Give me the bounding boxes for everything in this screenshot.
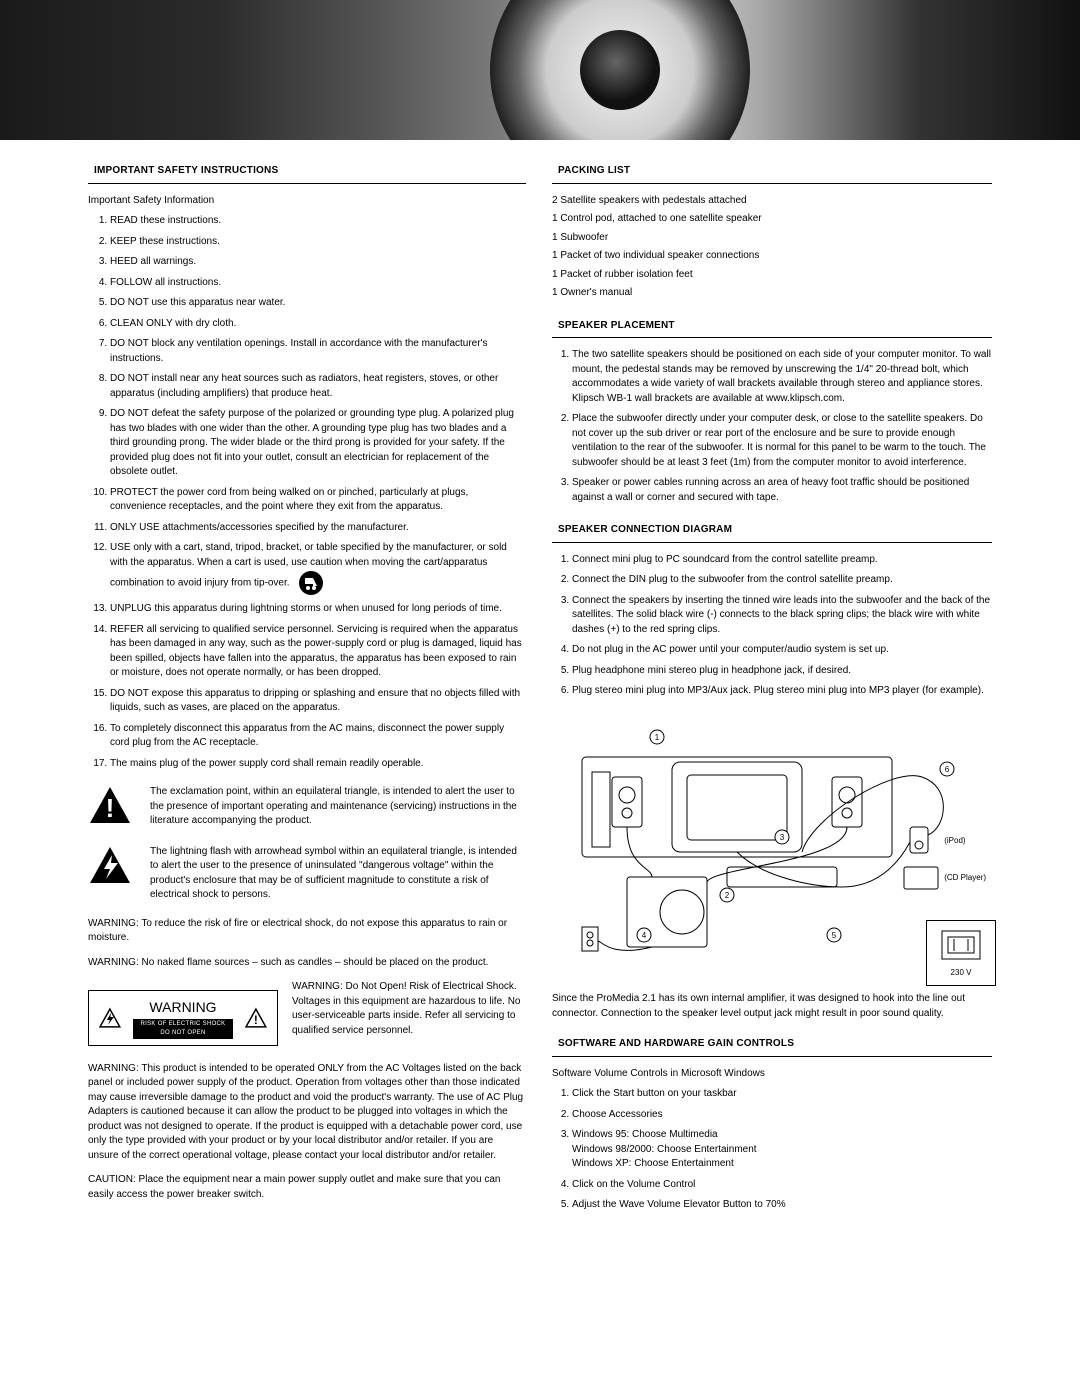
packing-list-item: 1 Control pod, attached to one satellite… [552,212,992,227]
diagram-side-labels: (iPod) (CD Player) [944,835,986,910]
bolt-triangle-icon-small [99,1004,121,1032]
gain-list-item: Choose Accessories [572,1108,992,1123]
exclaim-triangle-icon-small: ! [245,1004,267,1032]
hero-image [0,0,1080,140]
page-body: IMPORTANT SAFETY INSTRUCTIONS Important … [0,140,1080,1259]
warn-flame: WARNING: No naked flame sources – such a… [88,956,526,971]
connection-list-item: Plug stereo mini plug into MP3/Aux jack.… [572,684,992,699]
safety-list-item: USE only with a cart, stand, tripod, bra… [110,541,526,596]
svg-text:6: 6 [945,765,950,774]
warning-plate-sub: RISK OF ELECTRIC SHOCK DO NOT OPEN [133,1019,233,1038]
left-column: IMPORTANT SAFETY INSTRUCTIONS Important … [88,156,526,1219]
svg-text:!: ! [254,1013,258,1027]
svg-text:4: 4 [642,931,647,940]
safety-list-item: CLEAN ONLY with dry cloth. [110,317,526,332]
safety-list-item: FOLLOW all instructions. [110,276,526,291]
diagram-note: Since the ProMedia 2.1 has its own inter… [552,992,992,1021]
safety-heading: IMPORTANT SAFETY INSTRUCTIONS [88,162,526,184]
safety-list-item: HEED all warnings. [110,255,526,270]
placement-heading: SPEAKER PLACEMENT [552,317,992,339]
cart-tip-icon [298,570,324,596]
connection-diagram: 1 6 3 2 4 5 (iPod) (CD Player) 230 V [552,717,992,983]
safety-list-item: The mains plug of the power supply cord … [110,757,526,772]
safety-intro: Important Safety Information [88,194,526,209]
connection-heading: SPEAKER CONNECTION DIAGRAM [552,521,992,543]
connection-list-item: Plug headphone mini stereo plug in headp… [572,664,992,679]
gain-list-item: Adjust the Wave Volume Elevator Button t… [572,1198,992,1213]
svg-text:5: 5 [832,931,837,940]
warn-rain: WARNING: To reduce the risk of fire or e… [88,917,526,946]
connection-list-item: Do not plug in the AC power until your c… [572,643,992,658]
safety-list-item: To completely disconnect this apparatus … [110,722,526,751]
packing-list-item: 1 Subwoofer [552,231,992,246]
gain-list-item: Click the Start button on your taskbar [572,1087,992,1102]
safety-list-item: REFER all servicing to qualified service… [110,623,526,681]
gain-list-item: Windows 95: Choose MultimediaWindows 98/… [572,1128,992,1172]
gain-heading: SOFTWARE AND HARDWARE GAIN CONTROLS [552,1035,992,1057]
gain-list-item: Click on the Volume Control [572,1178,992,1193]
packing-list-item: 2 Satellite speakers with pedestals atta… [552,194,992,209]
caution-text: CAUTION: Place the equipment near a main… [88,1173,526,1202]
placement-list: The two satellite speakers should be pos… [552,348,992,505]
warning-plate: WARNING RISK OF ELECTRIC SHOCK DO NOT OP… [88,990,278,1046]
connection-list-item: Connect mini plug to PC soundcard from t… [572,553,992,568]
right-column: PACKING LIST 2 Satellite speakers with p… [552,156,992,1219]
svg-text:2: 2 [725,891,730,900]
safety-list-item: ONLY USE attachments/accessories specifi… [110,521,526,536]
warning-plate-row: WARNING RISK OF ELECTRIC SHOCK DO NOT OP… [88,980,526,1052]
bolt-triangle-icon [88,845,138,903]
safety-list-item: DO NOT install near any heat sources suc… [110,372,526,401]
safety-list-item: UNPLUG this apparatus during lightning s… [110,602,526,617]
connection-list-item: Connect the DIN plug to the subwoofer fr… [572,573,992,588]
warning-plate-text: WARNING: Do Not Open! Risk of Electrical… [292,980,526,1038]
packing-list-item: 1 Packet of rubber isolation feet [552,268,992,283]
packing-heading: PACKING LIST [552,162,992,184]
safety-list-item: DO NOT block any ventilation openings. I… [110,337,526,366]
safety-list-item: KEEP these instructions. [110,235,526,250]
gain-intro: Software Volume Controls in Microsoft Wi… [552,1067,992,1082]
svg-text:1: 1 [655,733,660,742]
connection-list: Connect mini plug to PC soundcard from t… [552,553,992,699]
exclaim-triangle-icon: ! [88,785,138,831]
placement-list-item: Speaker or power cables running across a… [572,476,992,505]
exclaim-row: ! The exclamation point, within an equil… [88,785,526,831]
safety-list: READ these instructions. KEEP these instr… [88,214,526,771]
bolt-text: The lightning flash with arrowhead symbo… [150,845,526,903]
cd-label: (CD Player) [944,872,986,884]
packing-list-item: 1 Owner's manual [552,286,992,301]
placement-list-item: Place the subwoofer directly under your … [572,412,992,470]
ipod-label: (iPod) [944,835,986,847]
svg-text:!: ! [106,793,115,823]
warning-plate-title: WARNING [149,999,216,1015]
safety-list-item: DO NOT defeat the safety purpose of the … [110,407,526,480]
voltage-label: 230 V [951,968,972,977]
placement-list-item: The two satellite speakers should be pos… [572,348,992,406]
connection-list-item: Connect the speakers by inserting the ti… [572,594,992,638]
safety-list-item: PROTECT the power cord from being walked… [110,486,526,515]
safety-list-item: DO NOT use this apparatus near water. [110,296,526,311]
packing-list: 2 Satellite speakers with pedestals atta… [552,194,992,301]
warn-ac: WARNING: This product is intended to be … [88,1062,526,1164]
voltage-box: 230 V [926,920,996,986]
svg-text:3: 3 [780,833,785,842]
packing-list-item: 1 Packet of two individual speaker conne… [552,249,992,264]
exclaim-text: The exclamation point, within an equilat… [150,785,526,831]
gain-list: Click the Start button on your taskbar Ch… [552,1087,992,1213]
warning-plate-label: WARNING RISK OF ELECTRIC SHOCK DO NOT OP… [133,997,233,1039]
bolt-row: The lightning flash with arrowhead symbo… [88,845,526,903]
safety-list-item: READ these instructions. [110,214,526,229]
safety-list-item: DO NOT expose this apparatus to dripping… [110,687,526,716]
